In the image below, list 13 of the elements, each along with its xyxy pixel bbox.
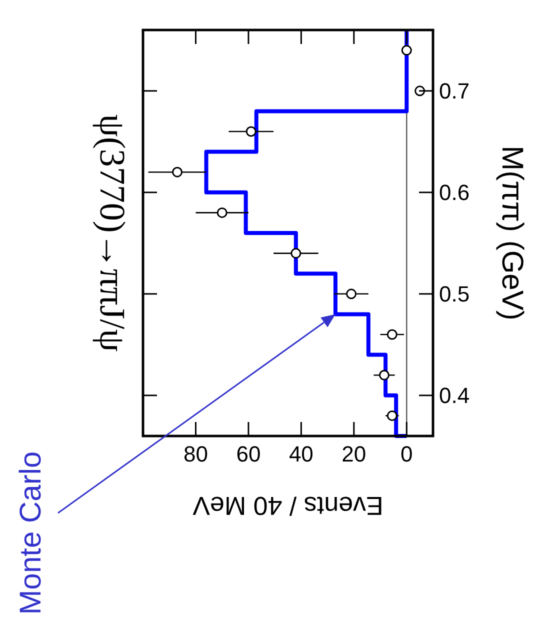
x-axis-title: Events / 40 MeV — [192, 490, 384, 521]
text: Monte Carlo — [14, 451, 48, 615]
x-tick-label: 20 — [342, 442, 366, 467]
text: ψ(3770)→ππJ/ψ — [92, 114, 132, 352]
y-tick-label: 0.5 — [439, 282, 470, 307]
y-tick-label: 0.4 — [439, 383, 470, 408]
y-axis-title: M(ππ) (GeV) — [496, 146, 528, 320]
y-tick-label: 0.7 — [439, 78, 470, 104]
y-tick-label: 0.6 — [439, 180, 470, 206]
x-tick-label: 80 — [183, 442, 208, 467]
x-tick-label: 0 — [400, 442, 413, 467]
x-tick-label: 60 — [236, 442, 261, 467]
x-tick-label: 40 — [288, 442, 314, 467]
